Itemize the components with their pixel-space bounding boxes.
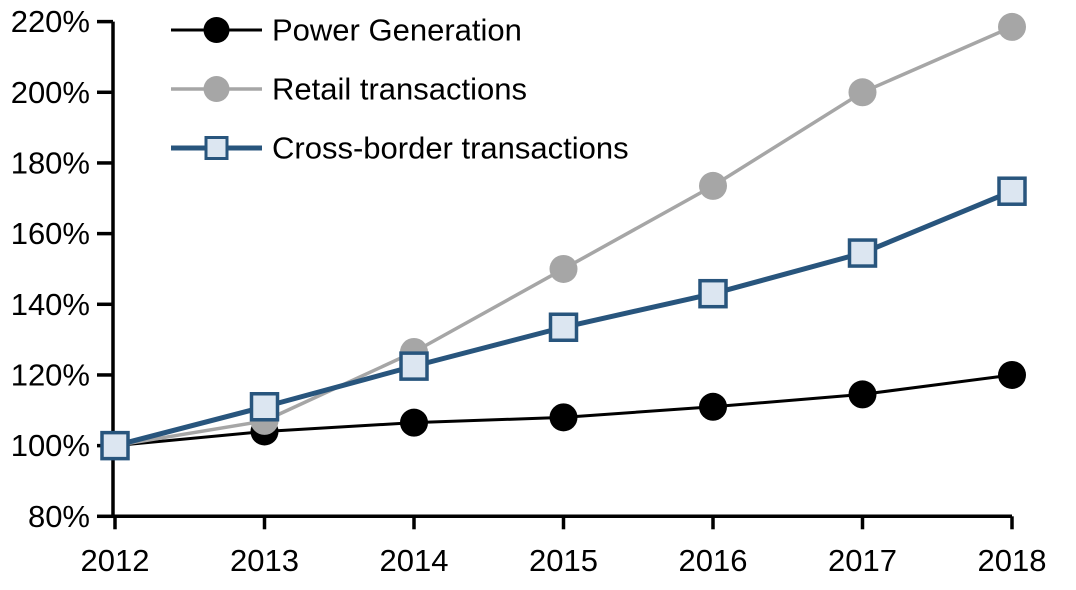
data-point-power-generation-2017 — [848, 380, 877, 409]
y-axis-ticks: 220% 200% 180% 160% 140% 120% 100% 80% — [11, 4, 113, 534]
y-tick-label: 120% — [11, 357, 90, 392]
legend-label: Retail transactions — [272, 72, 527, 107]
data-point-power-generation-2015 — [549, 403, 578, 432]
data-point-cross-border-transactions-2015 — [548, 312, 579, 343]
data-point-retail-transactions-2015 — [549, 254, 578, 283]
y-tick-label: 180% — [11, 145, 90, 180]
legend: Power Generation Retail transactions Cross… — [171, 13, 629, 166]
series-cross-border-transactions — [100, 176, 1027, 461]
legend-label: Cross-border transactions — [272, 131, 629, 166]
x-tick-label: 2013 — [230, 543, 299, 578]
x-tick-label: 2014 — [380, 543, 449, 578]
data-point-retail-transactions-2016 — [699, 171, 727, 200]
x-axis-ticks: 2012 2013 2014 2015 2016 2017 2018 — [81, 516, 1047, 578]
data-point-power-generation-2016 — [699, 392, 727, 421]
x-tick-label: 2017 — [828, 543, 897, 578]
x-tick-label: 2018 — [978, 543, 1047, 578]
series-power-generation — [101, 360, 1026, 460]
y-tick-label: 80% — [28, 499, 90, 534]
x-tick-label: 2015 — [529, 543, 598, 578]
data-point-cross-border-transactions-2016 — [698, 278, 728, 309]
legend-marker-square-icon — [204, 136, 229, 160]
legend-item-power-generation: Power Generation — [171, 13, 522, 48]
x-tick-label: 2012 — [81, 543, 150, 578]
x-tick-label: 2016 — [679, 543, 748, 578]
legend-item-retail-transactions: Retail transactions — [171, 72, 527, 107]
data-point-cross-border-transactions-2018 — [997, 176, 1027, 206]
y-tick-label: 160% — [11, 216, 90, 251]
y-tick-label: 220% — [11, 4, 90, 39]
legend-marker-circle-icon — [203, 17, 230, 43]
data-point-retail-transactions-2018 — [998, 12, 1026, 41]
data-point-cross-border-transactions-2017 — [847, 238, 878, 268]
y-tick-label: 140% — [11, 287, 90, 322]
data-point-power-generation-2014 — [400, 408, 428, 437]
y-tick-label: 100% — [11, 428, 90, 463]
data-point-cross-border-transactions-2013 — [249, 392, 280, 422]
legend-item-cross-border-transactions: Cross-border transactions — [171, 131, 629, 166]
y-tick-label: 200% — [11, 75, 90, 110]
data-point-retail-transactions-2017 — [848, 78, 877, 107]
legend-marker-circle-icon — [203, 76, 230, 102]
data-point-cross-border-transactions-2014 — [399, 351, 429, 381]
data-point-power-generation-2018 — [998, 360, 1026, 389]
data-point-cross-border-transactions-2012 — [100, 430, 130, 461]
legend-label: Power Generation — [272, 13, 522, 48]
